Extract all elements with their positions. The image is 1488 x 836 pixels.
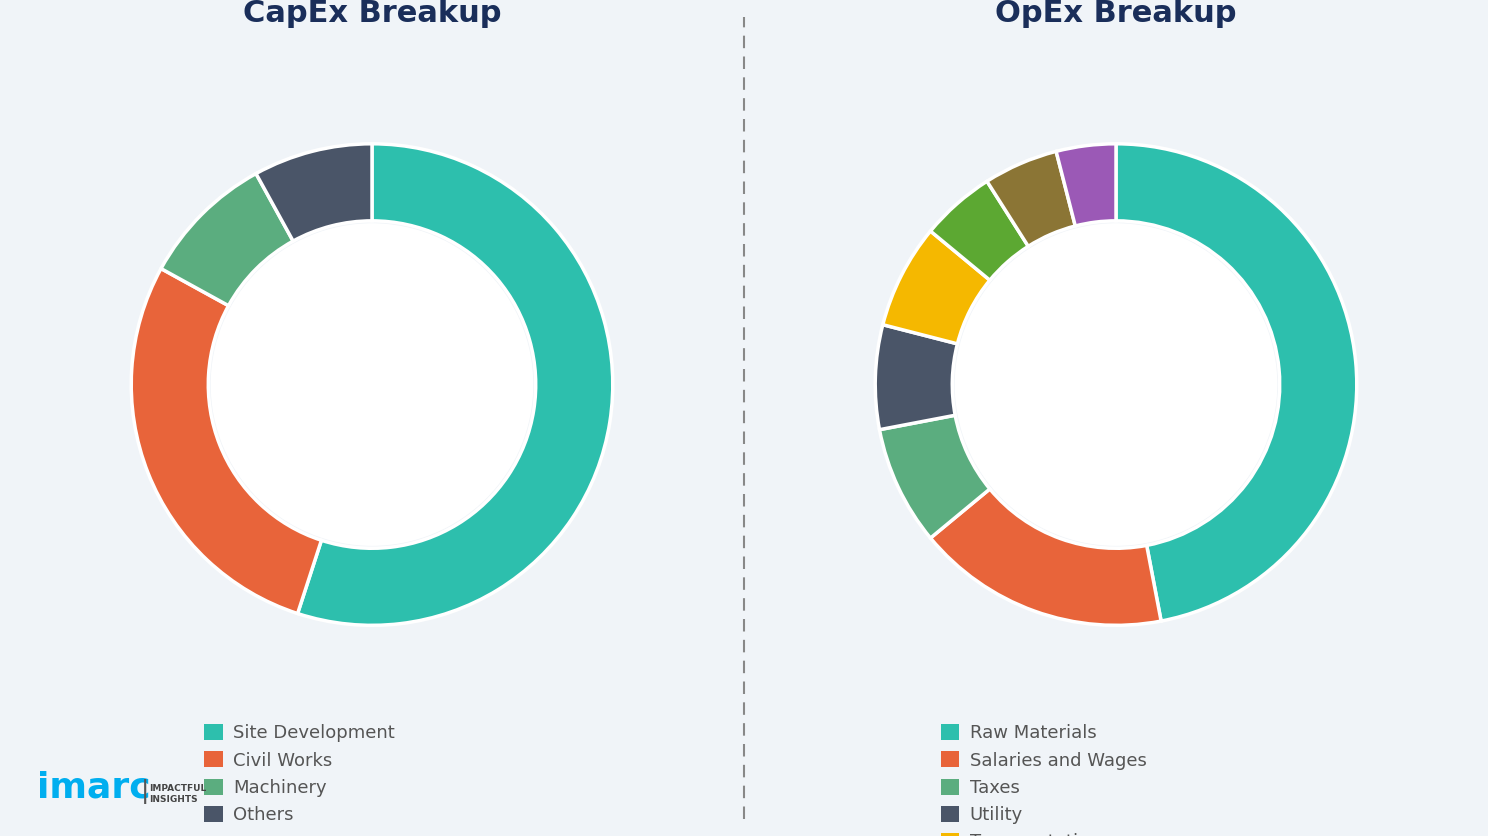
Legend: Site Development, Civil Works, Machinery, Others: Site Development, Civil Works, Machinery… (199, 719, 400, 829)
Wedge shape (161, 174, 293, 306)
Text: |: | (141, 779, 150, 804)
Wedge shape (131, 268, 321, 614)
Wedge shape (1116, 144, 1357, 621)
Wedge shape (256, 144, 372, 241)
Wedge shape (987, 151, 1076, 247)
Wedge shape (298, 144, 613, 625)
Wedge shape (879, 415, 990, 538)
Legend: Raw Materials, Salaries and Wages, Taxes, Utility, Transportation, Overheads, De: Raw Materials, Salaries and Wages, Taxes… (936, 719, 1152, 836)
Circle shape (955, 223, 1277, 546)
Wedge shape (930, 489, 1161, 625)
Title: OpEx Breakup: OpEx Breakup (995, 0, 1237, 28)
Title: CapEx Breakup: CapEx Breakup (243, 0, 501, 28)
Circle shape (211, 223, 533, 546)
Text: IMPACTFUL: IMPACTFUL (149, 783, 205, 793)
Text: INSIGHTS: INSIGHTS (149, 795, 198, 804)
Text: •: • (39, 769, 45, 779)
Wedge shape (875, 324, 957, 430)
Wedge shape (930, 181, 1028, 280)
Wedge shape (882, 231, 990, 344)
Wedge shape (1056, 144, 1116, 226)
Text: imarc: imarc (37, 770, 150, 804)
